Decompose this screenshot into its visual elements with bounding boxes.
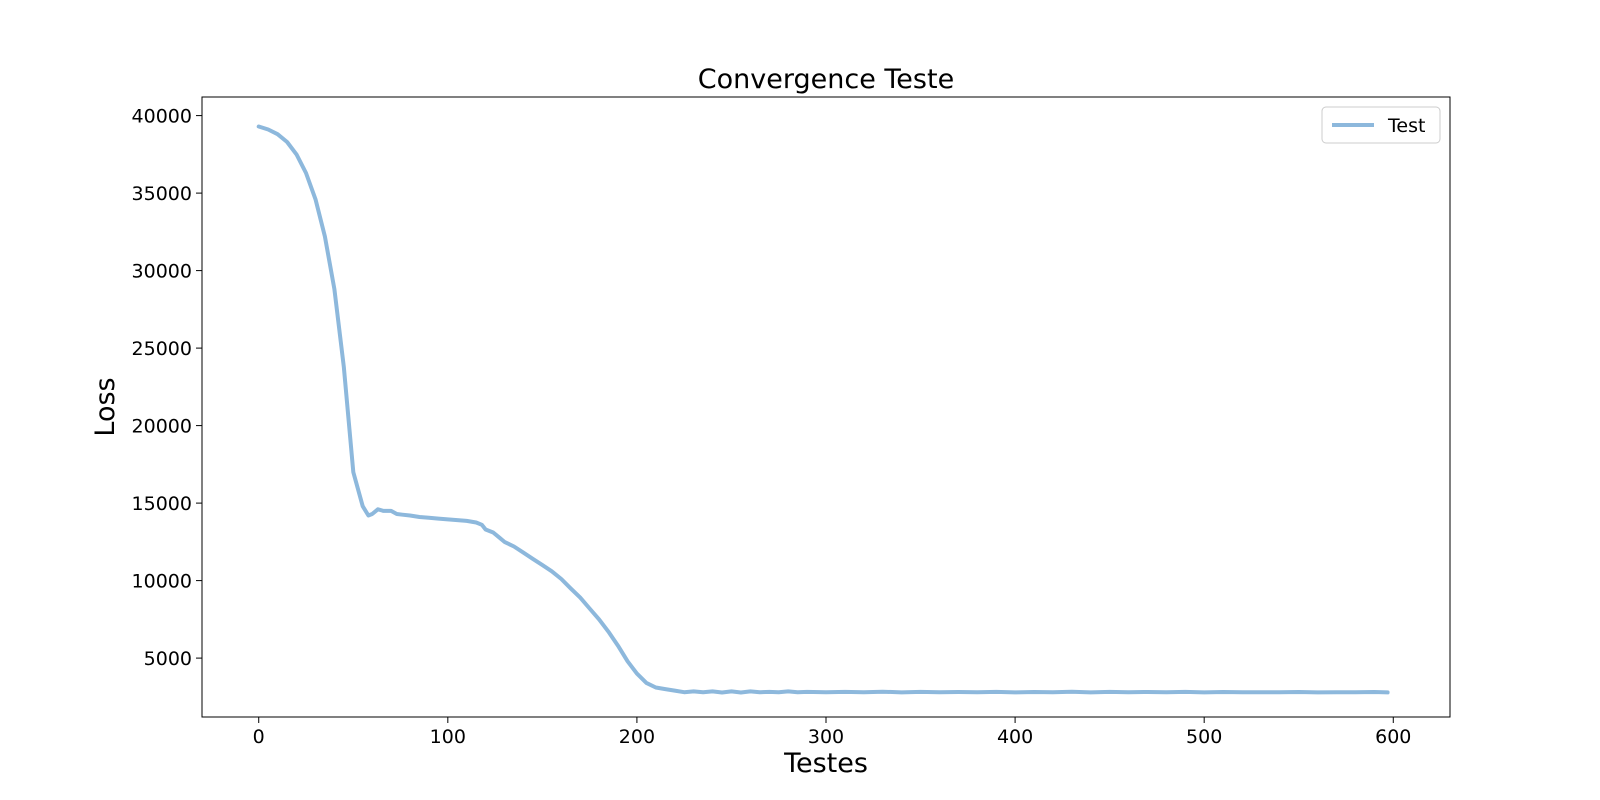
x-tick-label: 400	[997, 726, 1033, 748]
x-tick-label: 500	[1186, 726, 1222, 748]
chart-title: Convergence Teste	[698, 64, 954, 95]
y-tick-label: 20000	[132, 416, 192, 438]
x-axis: 0 100 200 300 400 500 600	[253, 717, 1411, 748]
legend-label: Test	[1387, 115, 1425, 137]
y-tick-label: 10000	[132, 571, 192, 593]
y-tick-label: 15000	[132, 493, 192, 515]
y-axis-title: Loss	[90, 377, 121, 436]
x-tick-label: 300	[808, 726, 844, 748]
y-axis: 5000 10000 15000 20000 25000 30000 35000 40000	[132, 106, 202, 670]
y-tick-label: 5000	[144, 648, 192, 670]
y-tick-label: 25000	[132, 338, 192, 360]
x-tick-label: 200	[619, 726, 655, 748]
y-tick-label: 40000	[132, 106, 192, 128]
x-axis-title: Testes	[783, 748, 868, 779]
x-tick-label: 0	[253, 726, 265, 748]
series-line-test	[256, 124, 1390, 695]
legend: Test	[1321, 106, 1441, 144]
legend-box	[1321, 106, 1441, 144]
x-tick-label: 100	[430, 726, 466, 748]
y-tick-label: 35000	[132, 183, 192, 205]
x-tick-label: 600	[1375, 726, 1411, 748]
y-tick-label: 30000	[132, 261, 192, 283]
